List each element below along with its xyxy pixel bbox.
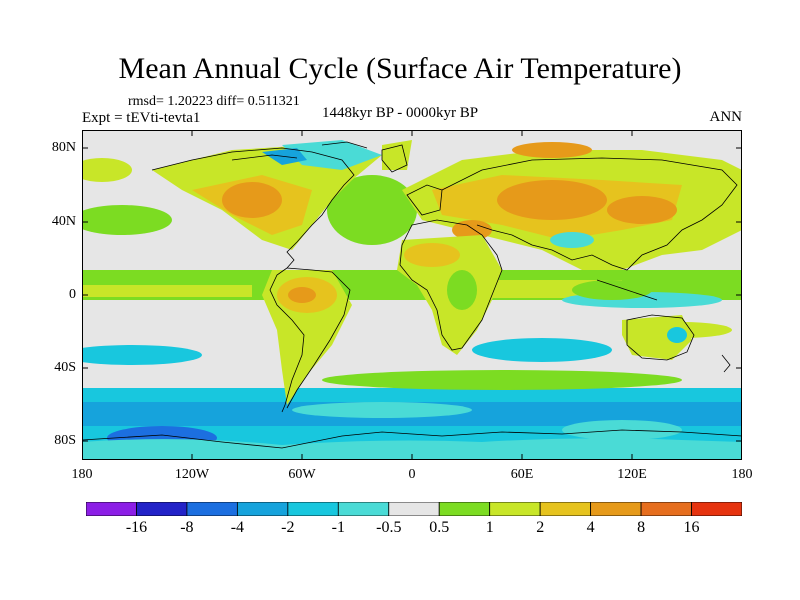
colorbar-swatch-12 (691, 502, 742, 516)
lat-label-0: 0 (69, 287, 76, 302)
lon-label-180w: 180 (71, 467, 93, 482)
colorbar-tick-label: -4 (230, 519, 245, 536)
colorbar-tick-label: 2 (536, 519, 545, 536)
colorbar-swatch-5 (337, 502, 390, 516)
colorbar-swatch-9 (539, 502, 592, 516)
lon-label-180e: 180 (731, 467, 753, 482)
colorbar-swatch-1 (136, 502, 188, 516)
lon-label-120e: 120E (617, 467, 647, 482)
map-panel (82, 130, 742, 460)
lat-label-40s: 40S (54, 360, 76, 375)
oceania (572, 280, 692, 360)
season-label: ANN (709, 109, 743, 125)
lon-label-60w: 60W (288, 467, 316, 482)
plot-title: Mean Annual Cycle (Surface Air Temperatu… (118, 52, 682, 85)
temperature-anomaly-map (82, 130, 742, 460)
experiment-label: Expt = tEVti-tevta1 (82, 110, 201, 126)
colorbar-swatch-8 (489, 502, 541, 516)
colorbar-swatch-7 (438, 502, 491, 516)
map-frame (82, 130, 742, 460)
lon-label-0: 0 (408, 467, 416, 482)
stats-line: rmsd= 1.20223 diff= 0.511321 (128, 94, 300, 109)
lat-label-80n: 80N (51, 140, 76, 155)
period-label: 1448kyr BP - 0000kyr BP (322, 105, 479, 121)
colorbar-tick-label: 4 (586, 519, 595, 536)
colorbar-tick-label: -2 (281, 519, 295, 536)
colorbar-tick-label: -1 (331, 519, 345, 536)
colorbar-swatch-0 (86, 502, 137, 516)
colorbar-tick-label: 0.5 (429, 519, 450, 536)
lat-label-80s: 80S (54, 433, 76, 448)
eurasia (402, 142, 742, 270)
antarctica (82, 438, 742, 460)
colorbar (86, 502, 742, 516)
colorbar-tick-label: 8 (637, 519, 646, 536)
colorbar-swatch-3 (236, 502, 289, 516)
colorbar-swatch-2 (186, 502, 238, 516)
colorbar-swatch-6 (388, 502, 440, 516)
colorbar-swatch-10 (590, 502, 642, 516)
coastlines (82, 141, 742, 449)
colorbar-tick-label: 16 (683, 519, 700, 536)
lat-label-40n: 40N (51, 214, 76, 229)
colorbar-tick-label: -0.5 (376, 519, 402, 536)
lon-label-60e: 60E (510, 467, 534, 482)
colorbar-tick-label: 1 (485, 519, 494, 536)
colorbar-swatch-11 (640, 502, 692, 516)
lon-label-120w: 120W (174, 467, 210, 482)
south-america (262, 270, 352, 405)
north-america (152, 140, 412, 250)
colorbar-tick-label: -8 (180, 519, 194, 536)
colorbar-swatch-4 (287, 502, 339, 516)
colorbar-tick-label: -16 (125, 519, 148, 536)
africa (397, 235, 502, 355)
